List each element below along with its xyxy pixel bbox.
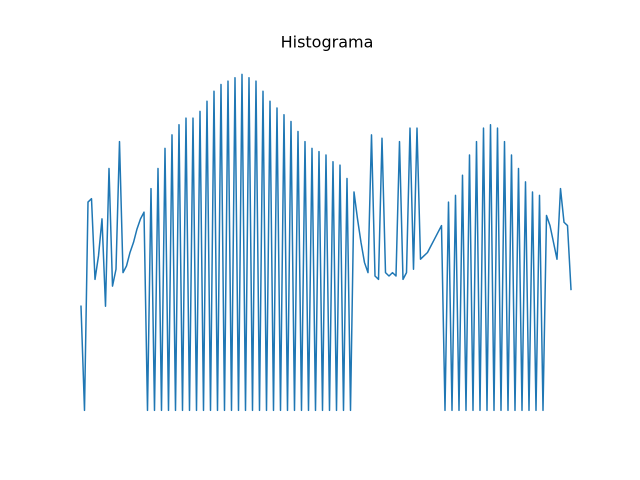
data-line <box>80 73 572 412</box>
chart-title: Histograma <box>281 33 374 52</box>
